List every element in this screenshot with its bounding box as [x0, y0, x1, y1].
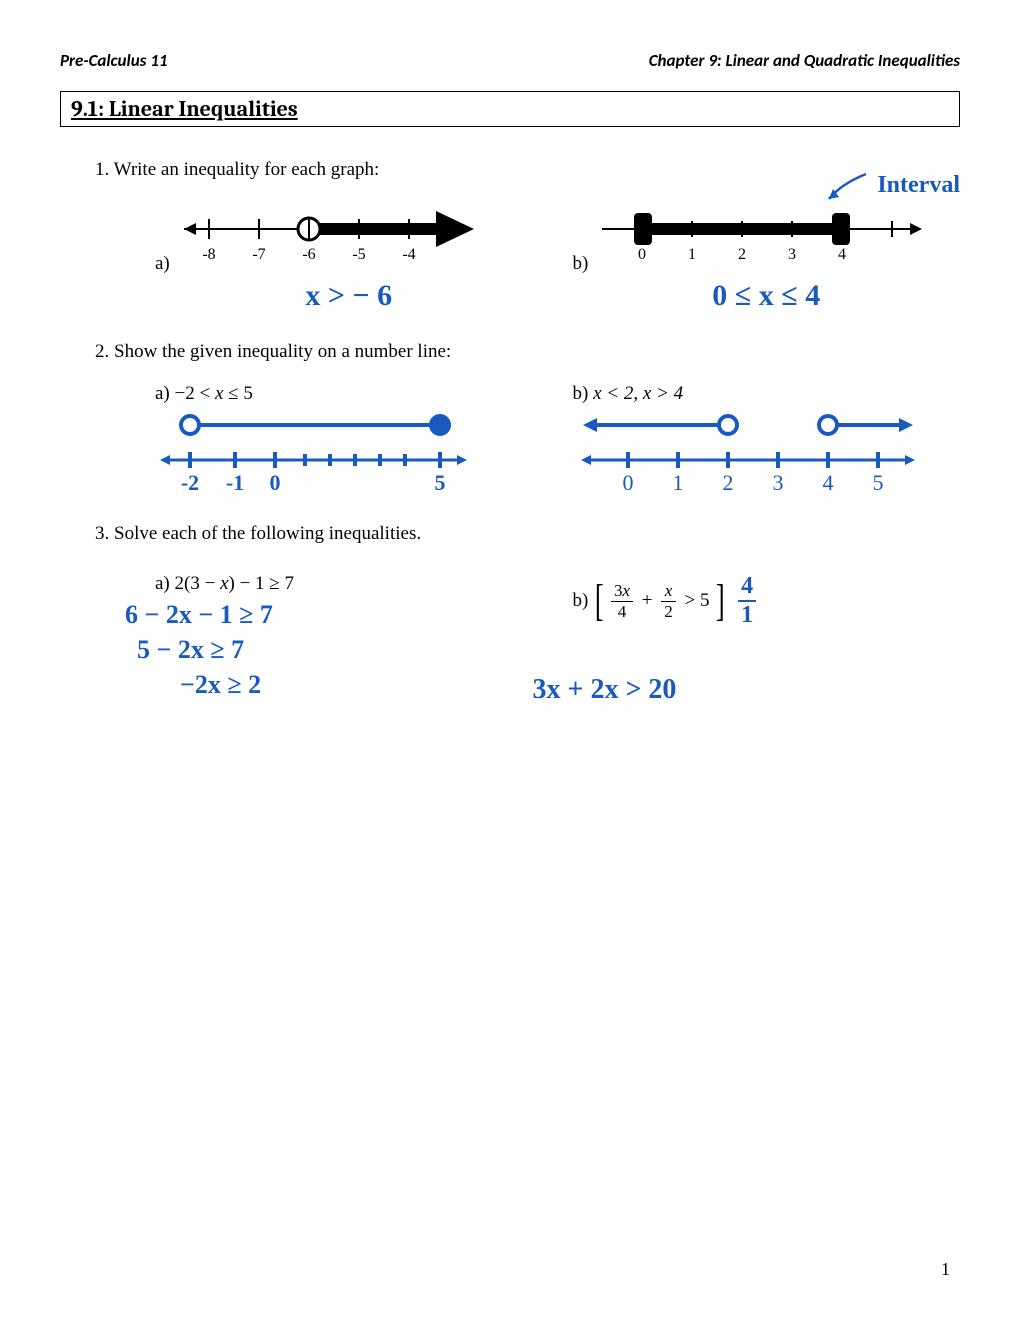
- svg-text:-5: -5: [352, 246, 365, 263]
- header-left: Pre-Calculus 11: [60, 50, 167, 71]
- svg-text:-6: -6: [302, 246, 315, 263]
- svg-text:0: 0: [270, 470, 281, 495]
- q2a-label: a) −2 < x ≤ 5: [155, 383, 543, 405]
- svg-text:1: 1: [688, 246, 696, 263]
- q2b-drawing: 0 1 2 3 4 5: [573, 405, 923, 500]
- q1a-label: a): [155, 253, 170, 274]
- q3-prompt: 3. Solve each of the following inequalit…: [95, 523, 960, 545]
- svg-text:3: 3: [788, 246, 796, 263]
- svg-text:-2: -2: [181, 470, 199, 495]
- q1b-answer: 0 ≤ x ≤ 4: [573, 279, 961, 313]
- page-header: Pre-Calculus 11 Chapter 9: Linear and Qu…: [60, 50, 960, 71]
- svg-text:5: 5: [435, 470, 446, 495]
- q3b-label: b) [ 3x4 + x2 > 5 ] 41: [573, 573, 961, 629]
- svg-text:-8: -8: [202, 246, 215, 263]
- svg-text:-7: -7: [252, 246, 265, 263]
- svg-text:2: 2: [722, 470, 733, 495]
- page-number: 1: [941, 1259, 950, 1280]
- q3a-step2: 5 − 2x ≥ 7: [125, 632, 543, 667]
- svg-text:5: 5: [872, 470, 883, 495]
- svg-text:-4: -4: [402, 246, 415, 263]
- q1b-label: b): [573, 253, 589, 274]
- section-title-box: 9.1: Linear Inequalities: [60, 91, 960, 127]
- q2a-drawing: -2 -1 0 5: [155, 405, 475, 500]
- arrow-icon: [821, 169, 871, 204]
- q1b-numberline: 0 1 2 3 4: [592, 199, 932, 269]
- svg-text:4: 4: [838, 246, 846, 263]
- svg-text:3: 3: [772, 470, 783, 495]
- q3a-step3: −2x ≥ 2: [125, 667, 543, 702]
- q1a-numberline: -8 -7 -6 -5 -4: [174, 199, 484, 269]
- svg-text:0: 0: [638, 246, 646, 263]
- svg-text:1: 1: [672, 470, 683, 495]
- q2b-label: b) x < 2, x > 4: [573, 383, 961, 405]
- q3a-label: a) 2(3 − x) − 1 ≥ 7: [155, 573, 543, 595]
- section-title: 9.1: Linear Inequalities: [71, 96, 298, 122]
- svg-text:4: 4: [822, 470, 833, 495]
- q1b-note: Interval: [877, 172, 960, 198]
- q2-prompt: 2. Show the given inequality on a number…: [95, 341, 960, 363]
- header-right: Chapter 9: Linear and Quadratic Inequali…: [649, 50, 960, 71]
- svg-text:0: 0: [622, 470, 633, 495]
- svg-text:2: 2: [738, 246, 746, 263]
- q1a-answer: x > − 6: [155, 279, 543, 313]
- q3b-work: 3x + 2x > 20: [533, 674, 961, 706]
- svg-text:-1: -1: [226, 470, 244, 495]
- q3a-step1: 6 − 2x − 1 ≥ 7: [125, 597, 543, 632]
